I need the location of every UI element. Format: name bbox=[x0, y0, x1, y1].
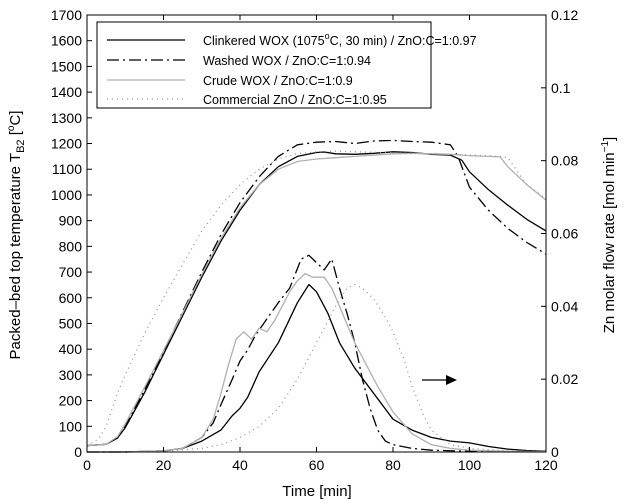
x-tick-label: 100 bbox=[458, 457, 482, 473]
series-line-temperature-commercial bbox=[86, 150, 547, 447]
x-tick-label: 40 bbox=[232, 457, 248, 473]
y-right-tick-label: 0.04 bbox=[551, 298, 578, 314]
series-line-zn-flow-commercial bbox=[87, 283, 547, 453]
y-right-tick-label: 0.02 bbox=[551, 371, 578, 387]
y-right-tick-label: 0.12 bbox=[551, 7, 578, 23]
y-left-tick-label: 400 bbox=[59, 341, 83, 357]
y-right-tick-label: 0.08 bbox=[551, 153, 578, 169]
y-left-tick-label: 1000 bbox=[51, 187, 82, 203]
legend-entry-crude: Crude WOX / ZnO:C=1:0.9 bbox=[107, 74, 353, 88]
plot-content bbox=[86, 139, 547, 453]
y-left-tick-label: 0 bbox=[74, 444, 82, 460]
y-left-tick-label: 1100 bbox=[52, 161, 82, 177]
x-tick-label: 80 bbox=[385, 457, 401, 473]
x-axis-ticks: 0 20 40 60 80 100 120 bbox=[83, 15, 558, 473]
series-line-zn-flow-washed bbox=[87, 254, 546, 453]
x-tick-label: 0 bbox=[83, 457, 91, 473]
series-line-zn-flow-clinkered bbox=[87, 283, 547, 453]
y-left-tick-label: 800 bbox=[59, 238, 83, 254]
y-left-tick-label: 1700 bbox=[51, 7, 82, 23]
legend: Clinkered WOX (1075oC, 30 min) / ZnO:C=1… bbox=[96, 21, 477, 109]
y-left-tick-label: 1500 bbox=[51, 58, 82, 74]
legend-label-commercial: Commercial ZnO / ZnO:C=1:0.95 bbox=[203, 93, 387, 107]
x-tick-label: 60 bbox=[309, 457, 325, 473]
x-tick-label: 20 bbox=[156, 457, 172, 473]
series-line-zn-flow-crude bbox=[87, 272, 547, 453]
y-right-axis-title: Zn molar flow rate [mol min−1] bbox=[600, 137, 618, 333]
y-left-tick-label: 1200 bbox=[51, 136, 82, 152]
y-left-tick-label: 900 bbox=[59, 213, 83, 229]
series-line-temperature-clinkered bbox=[86, 151, 547, 447]
y-right-axis-ticks: 0 0.02 0.04 0.06 0.08 0.1 0.12 bbox=[541, 7, 578, 460]
series-line-temperature-crude bbox=[86, 152, 547, 447]
y-left-tick-label: 1300 bbox=[51, 110, 82, 126]
legend-label-clinkered: Clinkered WOX (1075oC, 30 min) / ZnO:C=1… bbox=[203, 31, 477, 48]
y-right-tick-label: 0 bbox=[551, 444, 559, 460]
y-left-tick-label: 600 bbox=[59, 290, 83, 306]
right-axis-arrow-icon bbox=[422, 375, 457, 385]
series-line-temperature-washed bbox=[86, 139, 547, 447]
x-axis-title: Time [min] bbox=[282, 483, 351, 499]
legend-entry-commercial: Commercial ZnO / ZnO:C=1:0.95 bbox=[107, 93, 387, 107]
legend-entry-clinkered: Clinkered WOX (1075oC, 30 min) / ZnO:C=1… bbox=[107, 31, 477, 48]
legend-label-washed: Washed WOX / ZnO:C=1:0.94 bbox=[203, 54, 371, 68]
y-right-tick-label: 0.1 bbox=[551, 80, 571, 96]
legend-label-crude: Crude WOX / ZnO:C=1:0.9 bbox=[203, 74, 353, 88]
y-left-tick-label: 1600 bbox=[51, 33, 82, 49]
y-left-tick-label: 200 bbox=[59, 393, 83, 409]
legend-entry-washed: Washed WOX / ZnO:C=1:0.94 bbox=[107, 54, 371, 68]
y-left-tick-label: 100 bbox=[59, 418, 83, 434]
x-tick-label: 120 bbox=[534, 457, 558, 473]
y-left-axis-title: Packed–bed top temperature TB2 [oC] bbox=[6, 111, 27, 360]
y-left-tick-label: 300 bbox=[59, 367, 83, 383]
y-left-tick-label: 500 bbox=[59, 315, 83, 331]
y-left-tick-label: 1400 bbox=[51, 84, 82, 100]
y-right-tick-label: 0.06 bbox=[551, 226, 578, 242]
y-left-axis-ticks: 0 100 200 300 400 500 600 700 800 900 1000 1100 1200… bbox=[51, 7, 92, 460]
legend-box bbox=[96, 21, 432, 109]
y-left-tick-label: 700 bbox=[59, 264, 83, 280]
